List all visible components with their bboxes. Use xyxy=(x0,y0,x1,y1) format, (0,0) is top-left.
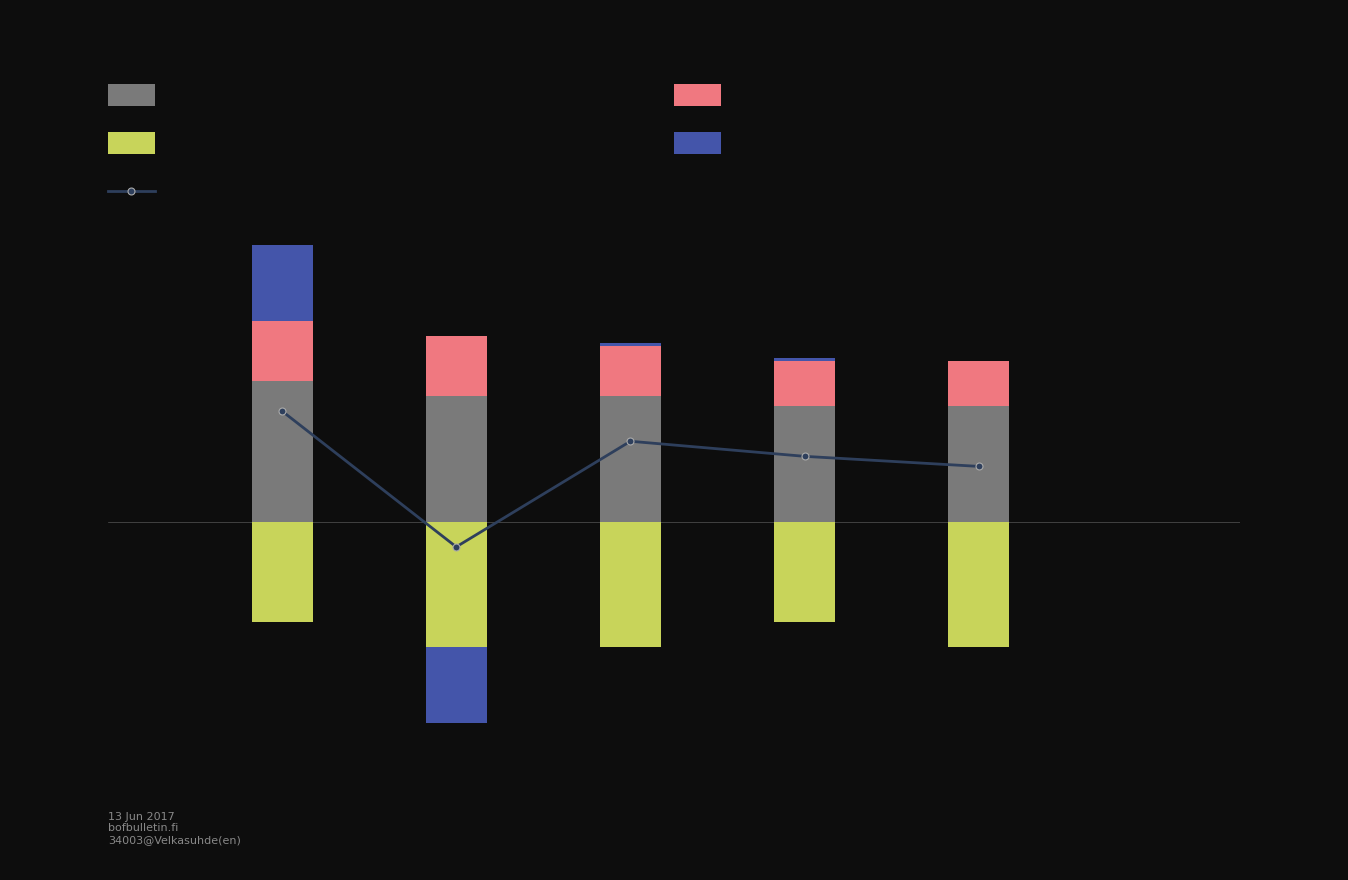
Bar xyxy=(252,522,313,622)
Bar xyxy=(600,396,661,522)
Bar xyxy=(949,361,1010,406)
Bar xyxy=(426,648,487,722)
Bar xyxy=(426,522,487,648)
Bar xyxy=(774,361,836,406)
Bar xyxy=(774,522,836,622)
Bar xyxy=(600,343,661,346)
Bar xyxy=(949,522,1010,648)
Bar xyxy=(252,381,313,522)
Text: 13 Jun 2017
bofbulletin.fi
34003@Velkasuhde(en): 13 Jun 2017 bofbulletin.fi 34003@Velkasu… xyxy=(108,811,241,845)
Bar xyxy=(774,406,836,522)
Bar xyxy=(774,358,836,361)
Bar xyxy=(252,320,313,381)
Bar xyxy=(426,396,487,522)
Bar xyxy=(252,246,313,320)
Bar xyxy=(949,406,1010,522)
Bar xyxy=(600,522,661,648)
Bar xyxy=(600,346,661,396)
Bar xyxy=(426,335,487,396)
